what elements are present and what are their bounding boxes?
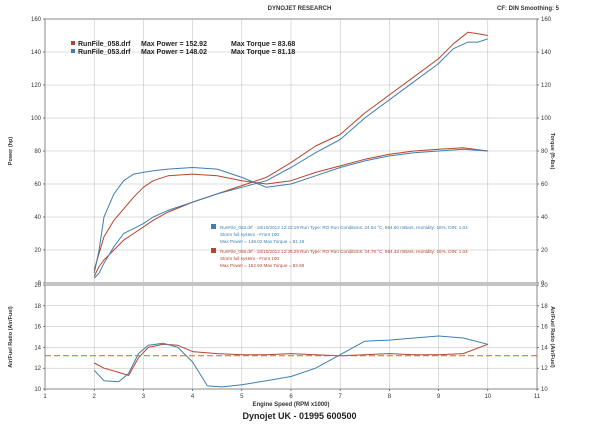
power-tick-label-left: 0 [38, 281, 42, 287]
power-tick-label-right: 100 [541, 116, 552, 122]
afr-tick-label-right: 10 [541, 387, 548, 393]
legend-swatch [71, 41, 75, 45]
power-tick-label-left: 140 [31, 50, 42, 56]
afr-tick-label-left: 18 [34, 304, 41, 310]
power-tick-label-right: 60 [541, 182, 548, 188]
power-tick-label-left: 160 [31, 17, 42, 23]
legend-max-power: Max Power = 152.92 [141, 41, 207, 48]
afr-tick-label-right: 14 [541, 345, 548, 351]
power-tick-label-left: 40 [34, 215, 41, 221]
afr-tick-label-right: 18 [541, 304, 548, 310]
legend-swatch [71, 49, 75, 53]
afr-tick-label-left: 20 [34, 283, 41, 289]
correction-smoothing-label: CF: DIN Smoothing: 5 [497, 6, 559, 12]
afr-y-axis-label-right: Air/Fuel Ratio (Air/Fuel) [549, 306, 555, 368]
afr-series-line [93, 335, 488, 388]
power-tick-label-right: 0 [541, 281, 545, 287]
x-tick-label: 4 [191, 394, 195, 400]
afr-tick-label-right: 20 [541, 283, 548, 289]
run-info-max-values: Max Power = 148.02 Max Torque = 81.18 [220, 239, 305, 244]
run-info-max-values: Max Power = 152.92 Max Torque = 83.68 [220, 263, 305, 268]
power-tick-label-left: 120 [31, 83, 42, 89]
afr-tick-label-left: 16 [34, 325, 41, 331]
power-tick-label-right: 120 [541, 83, 552, 89]
power-series-line [93, 147, 488, 270]
power-tick-label-left: 20 [34, 248, 41, 254]
afr-series-line [93, 343, 488, 376]
legend-file: RunFile_053.drf [78, 49, 131, 56]
power-torque-panel: 0204060801001201401600204060801001201401… [8, 17, 555, 287]
legend-layer: RunFile_058.drf Max Power = 152.92 Max Tor… [71, 41, 468, 268]
afr-tick-label-left: 10 [34, 387, 41, 393]
afr-tick-label-left: 14 [34, 345, 41, 351]
x-tick-label: 11 [534, 394, 541, 400]
x-tick-label: 5 [240, 394, 244, 400]
power-series-line [93, 38, 488, 279]
power-tick-label-right: 40 [541, 215, 548, 221]
run-info-swatch [211, 248, 216, 253]
x-tick-label: 1 [43, 394, 47, 400]
power-tick-label-left: 60 [34, 182, 41, 188]
x-tick-label: 3 [142, 394, 146, 400]
afr-tick-label-left: 12 [34, 366, 41, 372]
power-tick-label-right: 160 [541, 17, 552, 23]
power-tick-label-left: 100 [31, 116, 42, 122]
legend-max-torque: Max Torque = 81.18 [231, 49, 295, 56]
run-info-description: Storm full system - Front 100 [220, 256, 279, 261]
run-info-swatch [211, 224, 216, 229]
legend-file: RunFile_058.drf [78, 41, 131, 48]
legend-max-torque: Max Torque = 83.68 [231, 41, 295, 48]
afr-y-axis-label-left: Air/Fuel Ratio (Air/Fuel) [8, 306, 14, 368]
power-tick-label-right: 140 [541, 50, 552, 56]
power-tick-label-right: 20 [541, 248, 548, 254]
x-tick-label: 6 [289, 394, 293, 400]
power-series-line [93, 31, 488, 277]
x-tick-label: 8 [388, 394, 392, 400]
x-tick-label: 2 [93, 394, 97, 400]
sheet-header-title: DYNOJET RESEARCH [267, 6, 332, 12]
legend-max-power: Max Power = 148.02 [141, 49, 207, 56]
power-tick-label-left: 80 [34, 149, 41, 155]
run-info-description: Storm full system - Front 100 [220, 232, 279, 237]
x-tick-label: 7 [339, 394, 343, 400]
sheet-footer: Dynojet UK - 01995 600500 [242, 411, 357, 421]
run-info-line: RunFile_058.drf - 18/10/2012 12:35:29 Ru… [220, 249, 468, 254]
power-y-axis-label-left: Power (hp) [8, 137, 14, 166]
x-axis-label: Engine Speed (RPM x1000) [252, 402, 329, 408]
run-info-line: RunFile_053.drf - 18/10/2012 12:22:19 Ru… [220, 225, 468, 230]
power-y-axis-label-right: Torque (ft-lbs) [549, 133, 555, 170]
power-series-line [93, 148, 488, 274]
afr-tick-label-right: 12 [541, 366, 548, 372]
afr-tick-label-right: 16 [541, 325, 548, 331]
power-tick-label-right: 80 [541, 149, 548, 155]
x-tick-label: 10 [484, 394, 491, 400]
x-tick-label: 9 [437, 394, 441, 400]
